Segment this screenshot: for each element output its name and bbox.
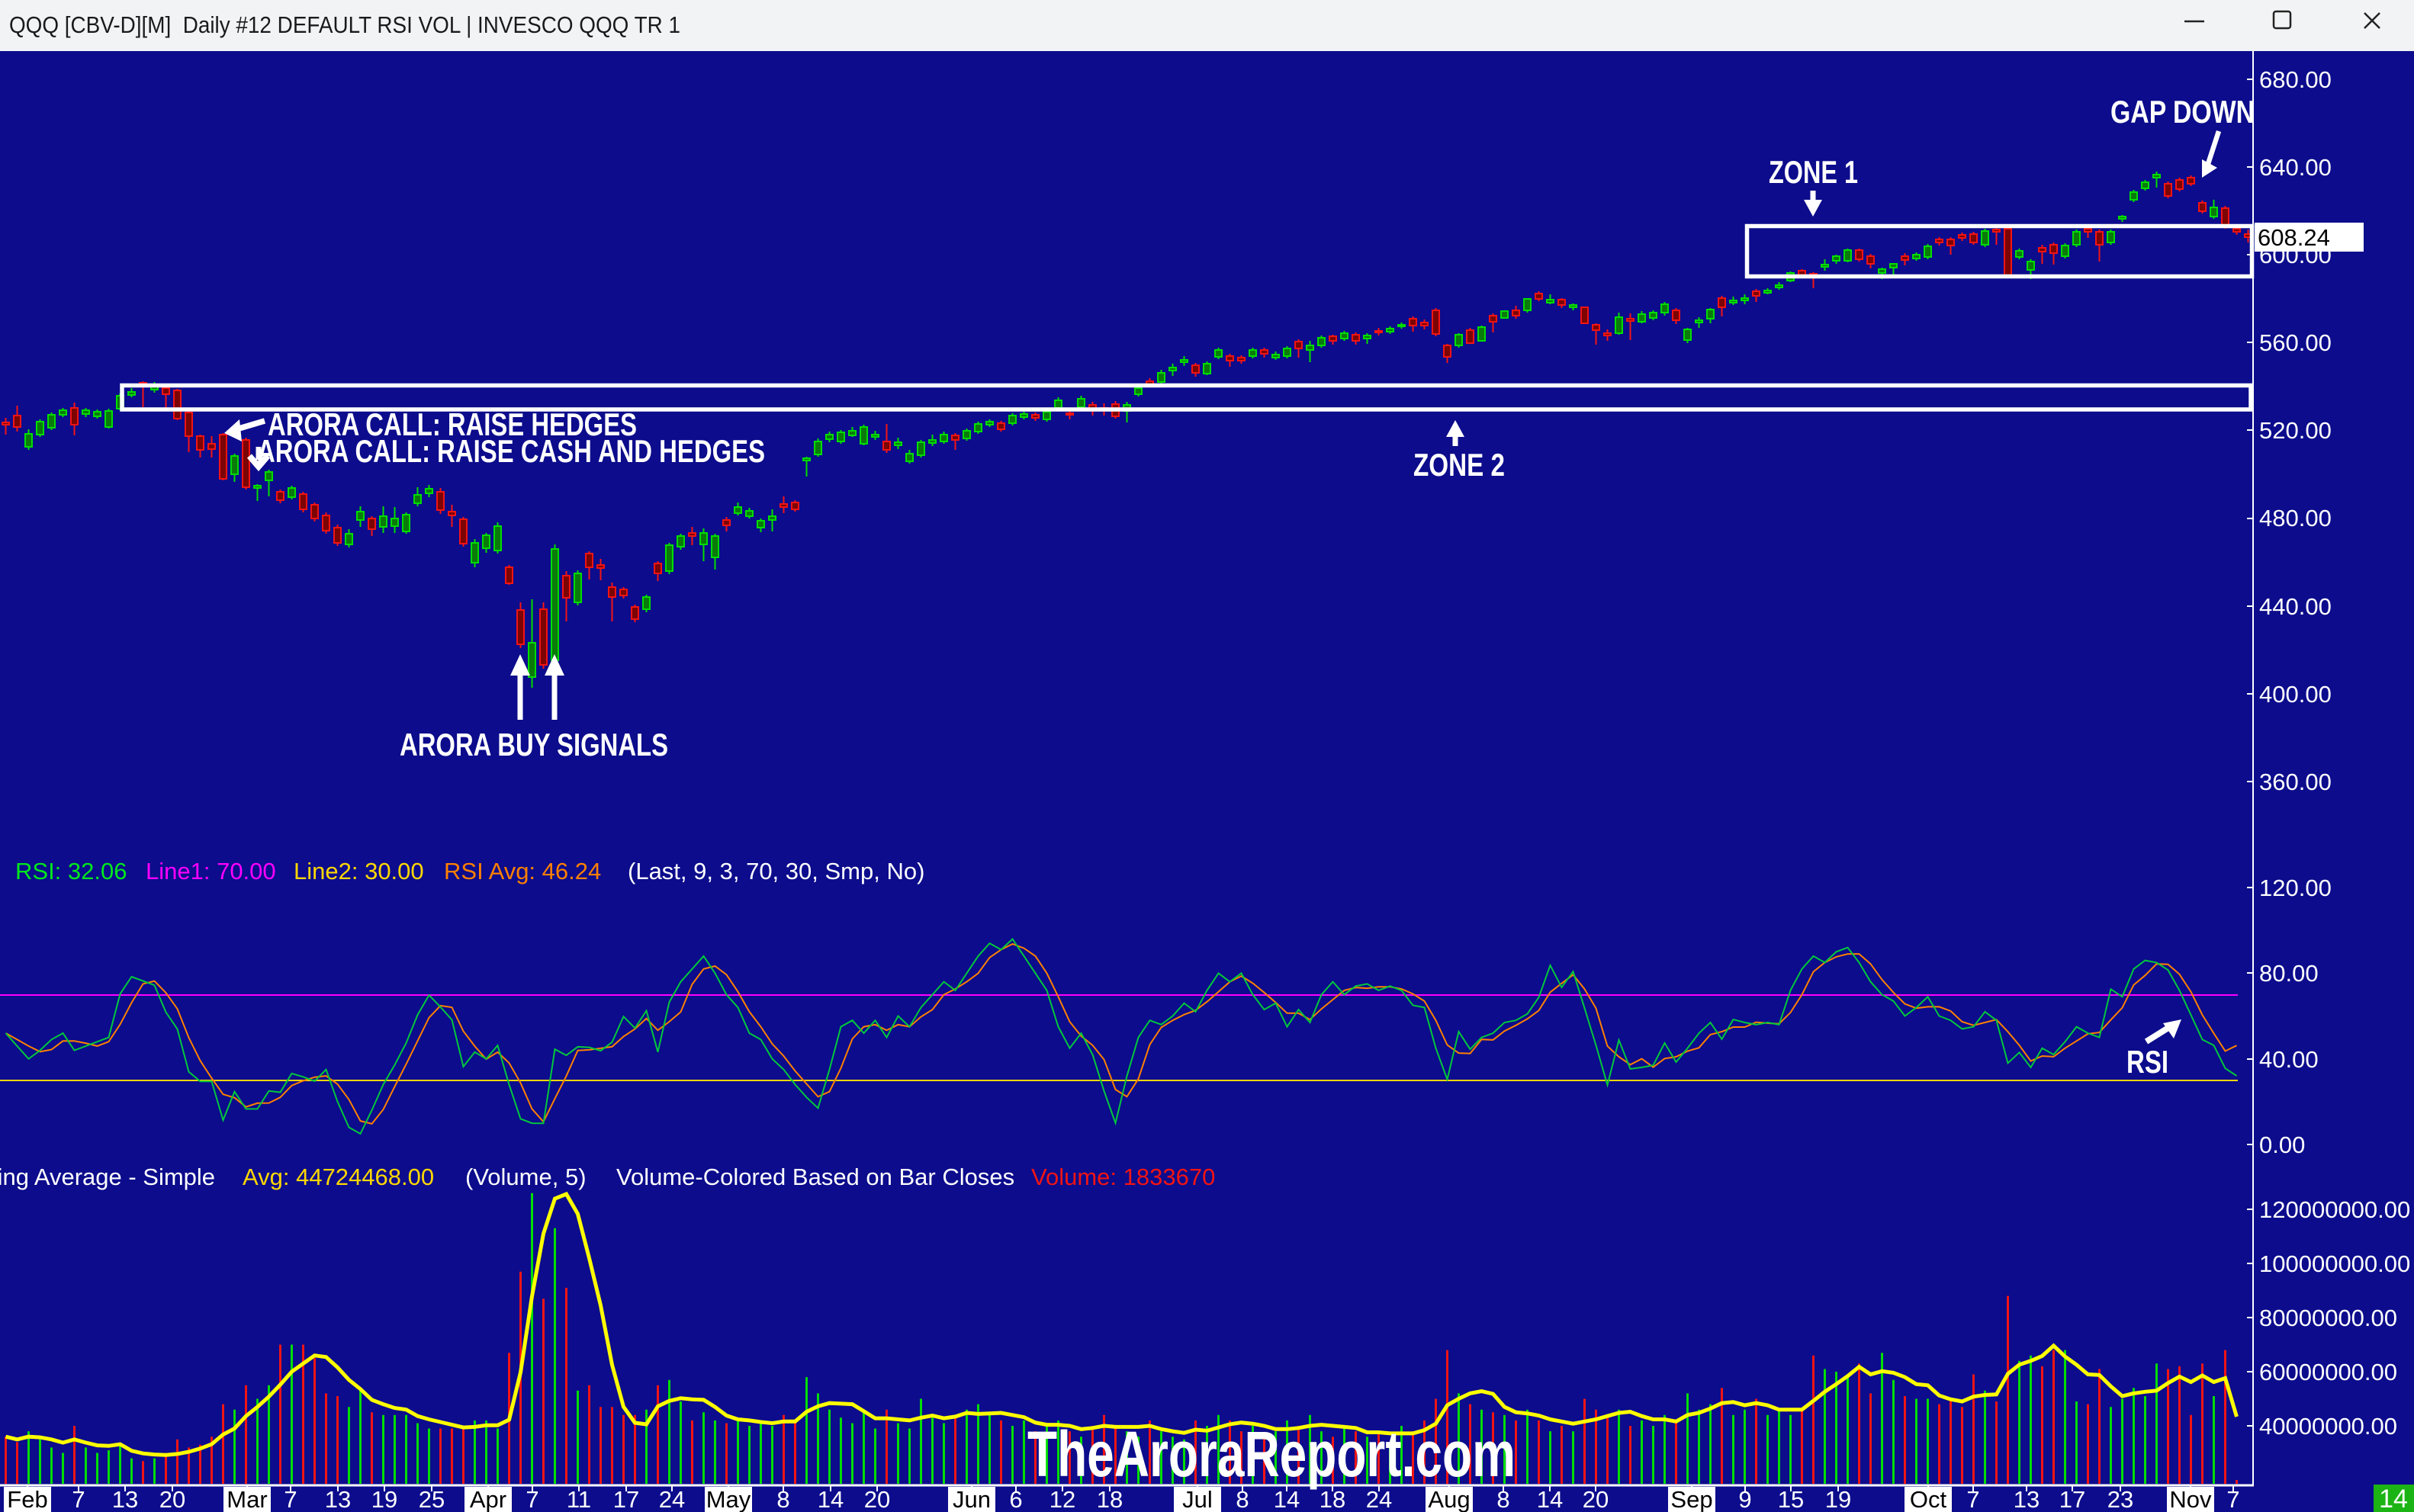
svg-text:60000000.00: 60000000.00: [2259, 1359, 2397, 1385]
svg-text:100000000.00: 100000000.00: [2259, 1250, 2410, 1277]
svg-text:6: 6: [1009, 1486, 1022, 1512]
svg-text:7: 7: [1966, 1486, 1979, 1512]
svg-text:80.00: 80.00: [2259, 960, 2319, 987]
svg-text:7: 7: [2226, 1486, 2239, 1512]
svg-text:440.00: 440.00: [2259, 593, 2332, 620]
svg-text:120.00: 120.00: [2259, 875, 2332, 901]
svg-text:640.00: 640.00: [2259, 154, 2332, 181]
svg-text:0.00: 0.00: [2259, 1132, 2305, 1158]
svg-text:ARORA CALL: RAISE HEDGES: ARORA CALL: RAISE HEDGES: [268, 406, 637, 442]
svg-text:GAP DOWN: GAP DOWN: [2110, 94, 2255, 130]
svg-text:TheAroraReport.com: TheAroraReport.com: [1027, 1418, 1516, 1490]
svg-text:ZONE 1: ZONE 1: [1769, 154, 1858, 190]
svg-text:520.00: 520.00: [2259, 417, 2332, 444]
svg-text:ARORA BUY SIGNALS: ARORA BUY SIGNALS: [400, 727, 668, 762]
svg-text:QQQ [CBV-D][M] Daily #12 DEFA: QQQ [CBV-D][M] Daily #12 DEFAULT RSI VOL…: [9, 11, 680, 38]
svg-text:120000000.00: 120000000.00: [2259, 1196, 2410, 1223]
svg-text:40000000.00: 40000000.00: [2259, 1413, 2397, 1440]
svg-text:480.00: 480.00: [2259, 505, 2332, 531]
svg-text:8: 8: [776, 1486, 789, 1512]
svg-text:80000000.00: 80000000.00: [2259, 1305, 2397, 1331]
svg-text:40.00: 40.00: [2259, 1046, 2319, 1073]
svg-text:360.00: 360.00: [2259, 769, 2332, 795]
svg-text:680.00: 680.00: [2259, 66, 2332, 93]
svg-text:14: 14: [2379, 1485, 2408, 1512]
svg-text:ZONE 2: ZONE 2: [1413, 447, 1505, 483]
svg-text:608.24: 608.24: [2258, 224, 2330, 251]
svg-text:7: 7: [72, 1486, 85, 1512]
svg-text:ARORA CALL: RAISE CASH AND HED: ARORA CALL: RAISE CASH AND HEDGES: [257, 433, 765, 469]
svg-text:7: 7: [526, 1486, 538, 1512]
svg-text:400.00: 400.00: [2259, 681, 2332, 708]
svg-text:RSI: RSI: [2126, 1044, 2168, 1080]
svg-text:560.00: 560.00: [2259, 329, 2332, 356]
svg-text:8: 8: [1236, 1486, 1249, 1512]
svg-text:7: 7: [284, 1486, 297, 1512]
svg-text:8: 8: [1496, 1486, 1509, 1512]
svg-text:9: 9: [1738, 1486, 1751, 1512]
